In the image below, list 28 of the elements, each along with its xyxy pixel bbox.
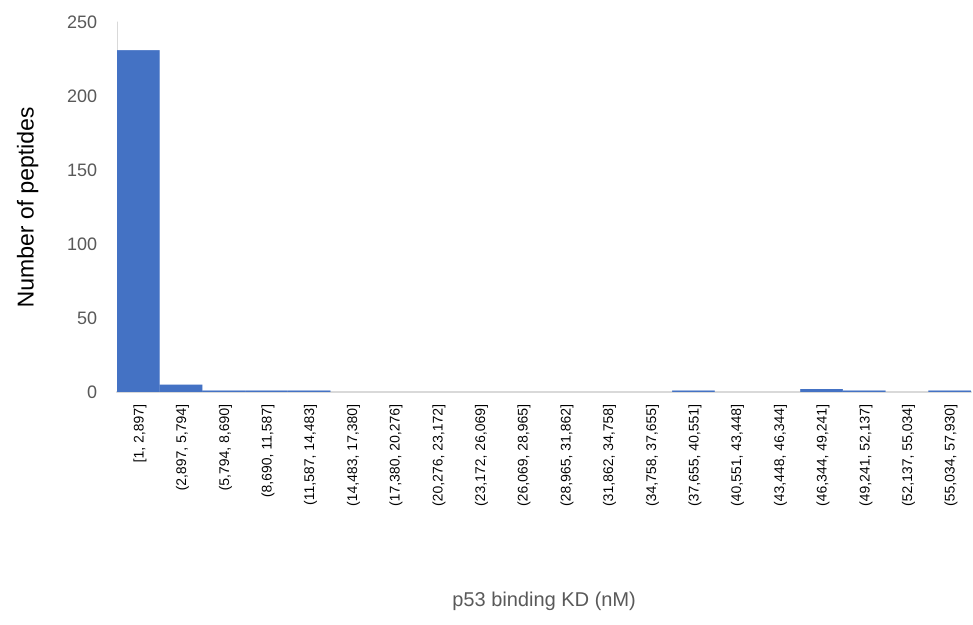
x-tick-label: (5,794, 8,690] — [216, 404, 232, 490]
y-tick-label: 50 — [76, 308, 97, 328]
y-tick-label: 250 — [66, 12, 97, 32]
y-axis-title: Number of peptides — [12, 106, 38, 308]
y-tick-label: 100 — [66, 234, 97, 254]
x-tick-label: (49,241, 52,137] — [856, 404, 872, 506]
x-tick-label: (8,690, 11,587] — [258, 404, 274, 498]
x-tick-label: (40,551, 43,448] — [728, 404, 744, 506]
x-tick-label: (52,137, 55,034] — [898, 404, 915, 506]
y-tick-label: 150 — [66, 160, 97, 180]
x-tick-label: (28,965, 31,862] — [557, 404, 574, 506]
x-tick-label: (23,172, 26,069] — [472, 404, 488, 506]
x-tick-label: (43,448, 46,344] — [770, 404, 787, 506]
y-tick-label: 0 — [86, 382, 97, 402]
x-tick-label: (55,034, 57,930] — [942, 404, 958, 506]
x-tick-label: (34,758, 37,655] — [642, 404, 659, 506]
x-tick-label: (2,897, 5,794] — [173, 404, 190, 490]
x-tick-label: (37,655, 40,551] — [685, 404, 702, 506]
x-tick-label: (20,276, 23,172] — [429, 404, 446, 506]
x-tick-label: (26,069, 28,965] — [514, 404, 531, 506]
x-tick-label: (31,862, 34,758] — [600, 404, 616, 506]
y-tick-label: 200 — [66, 86, 97, 106]
x-tick-label: (14,483, 17,380] — [344, 404, 360, 506]
x-axis-title: p53 binding KD (nM) — [452, 589, 636, 611]
x-tick-label: (17,380, 20,276] — [386, 404, 403, 506]
x-tick-label: [1, 2,897] — [130, 404, 146, 462]
x-tick-label: (46,344, 49,241] — [814, 404, 830, 506]
x-tick-label: (11,587, 14,483] — [301, 404, 318, 505]
